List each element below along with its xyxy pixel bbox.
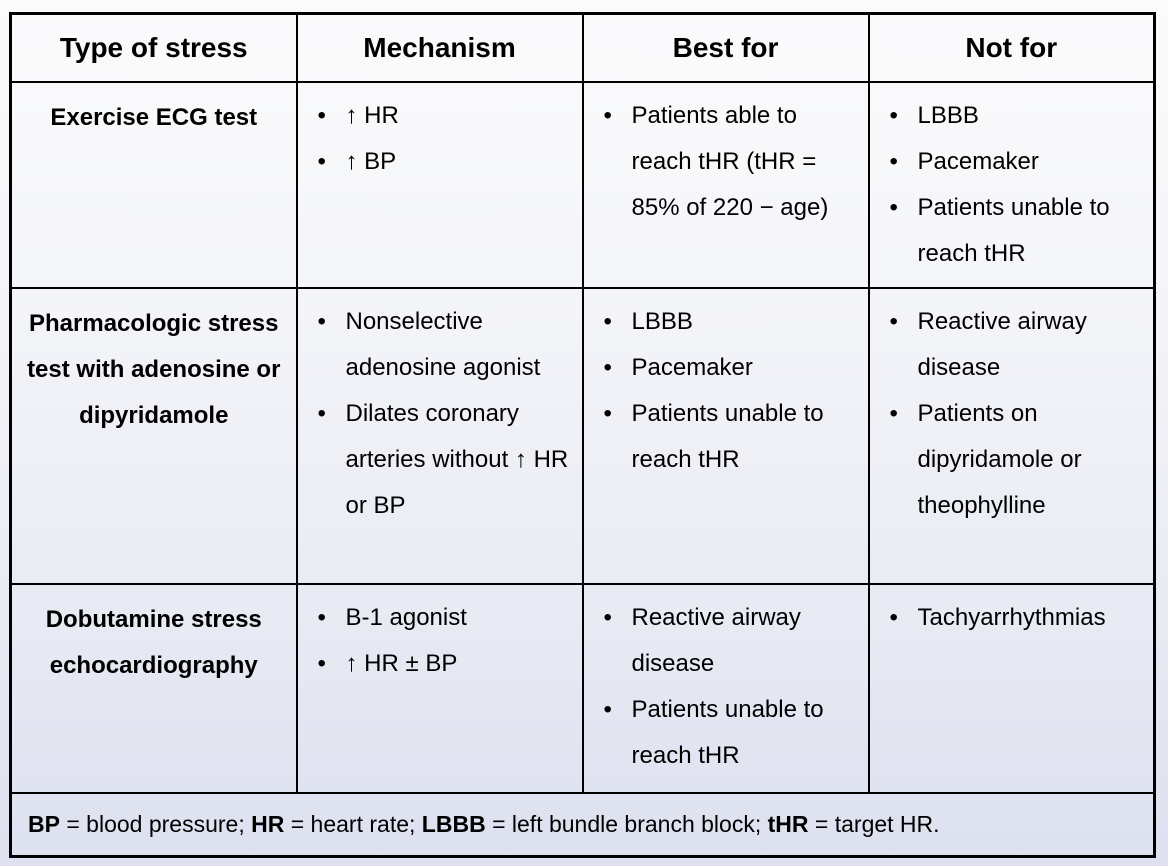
bullet-item: Pacemaker (886, 139, 1144, 185)
bullet-item: ↑ HR ± BP (314, 641, 572, 687)
table-row: Pharmacologic stress test with adenosine… (9, 286, 1156, 585)
cell-type-of-stress: Exercise ECG test (9, 80, 298, 289)
cell-not-for: Reactive airway diseasePatients on dipyr… (867, 286, 1156, 585)
bullet-item: ↑ HR (314, 93, 572, 139)
bullet-item: Patients on dipyridamole or theophylline (886, 391, 1144, 529)
bullet-item: Patients unable to reach tHR (600, 391, 858, 483)
bullet-item: Reactive airway disease (886, 299, 1144, 391)
cell-mechanism: Nonselective adenosine agonistDilates co… (295, 286, 584, 585)
bullet-item: Reactive airway disease (600, 595, 858, 687)
bullet-item: Tachyarrhythmias (886, 595, 1144, 641)
bullet-item: Dilates coronary arteries without ↑ HR o… (314, 391, 572, 529)
bullet-item: ↑ BP (314, 139, 572, 185)
stress-test-comparison-table: Type of stress Mechanism Best for Not fo… (9, 12, 1156, 859)
bullet-item: B-1 agonist (314, 595, 572, 641)
column-header-type-of-stress: Type of stress (9, 12, 298, 83)
cell-type-of-stress: Dobutamine stress echocardiography (9, 582, 298, 794)
footnote-text: = left bundle branch block; (485, 810, 768, 837)
footnote-abbreviation: HR (251, 810, 285, 837)
bullet-item: Pacemaker (600, 345, 858, 391)
bullet-item: Nonselective adenosine agonist (314, 299, 572, 391)
column-header-not-for: Not for (867, 12, 1156, 83)
footnote-text: = blood pressure; (59, 810, 252, 837)
cell-best-for: LBBBPacemakerPatients unable to reach tH… (581, 286, 870, 585)
footnote-abbreviation: tHR (767, 810, 809, 837)
cell-not-for: Tachyarrhythmias (867, 582, 1156, 794)
cell-mechanism: B-1 agonist↑ HR ± BP (295, 582, 584, 794)
cell-mechanism: ↑ HR↑ BP (295, 80, 584, 289)
footnote: BP = blood pressure; HR = heart rate; LB… (9, 791, 1156, 858)
column-header-mechanism: Mechanism (295, 12, 584, 83)
bullet-item: LBBB (886, 93, 1144, 139)
footnote-abbreviation: BP (28, 810, 60, 837)
cell-type-of-stress: Pharmacologic stress test with adenosine… (9, 286, 298, 585)
footnote-text: = heart rate; (284, 810, 422, 837)
table-row: Exercise ECG test↑ HR↑ BPPatients able t… (9, 80, 1156, 289)
footnote-abbreviation: LBBB (421, 810, 486, 837)
bullet-item: LBBB (600, 299, 858, 345)
bullet-item: Patients able to reach tHR (tHR = 85% of… (600, 93, 858, 231)
footnote-row: BP = blood pressure; HR = heart rate; LB… (9, 791, 1156, 858)
header-row: Type of stress Mechanism Best for Not fo… (9, 12, 1156, 83)
column-header-best-for: Best for (581, 12, 870, 83)
bullet-item: Patients unable to reach tHR (886, 185, 1144, 277)
cell-not-for: LBBBPacemakerPatients unable to reach tH… (867, 80, 1156, 289)
footnote-text: = target HR. (808, 810, 940, 837)
cell-best-for: Reactive airway diseasePatients unable t… (581, 582, 870, 794)
table-row: Dobutamine stress echocardiographyB-1 ag… (9, 582, 1156, 794)
cell-best-for: Patients able to reach tHR (tHR = 85% of… (581, 80, 870, 289)
bullet-item: Patients unable to reach tHR (600, 687, 858, 779)
